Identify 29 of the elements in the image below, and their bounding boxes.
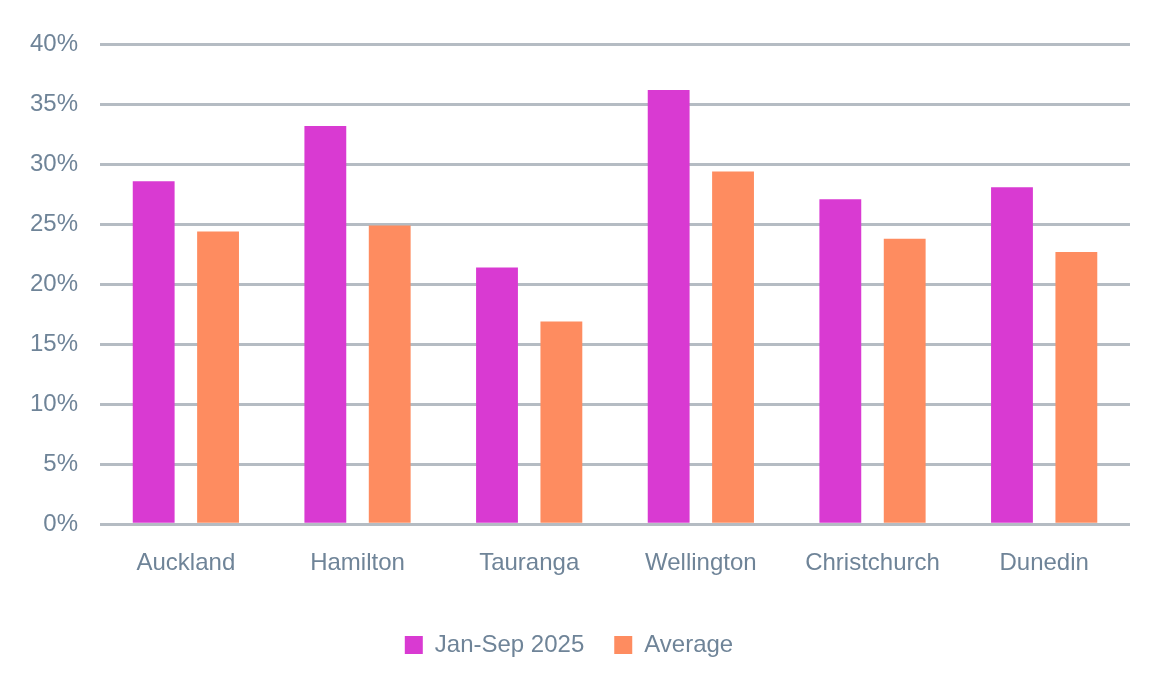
bar (712, 171, 754, 523)
y-tick-label: 10% (29, 388, 79, 416)
bar (883, 238, 926, 523)
x-tick-label: Hamilton (310, 548, 405, 576)
bar (368, 225, 411, 523)
x-tick-label: Wellington (645, 548, 757, 576)
y-tick-label: 0% (43, 508, 79, 536)
y-tick-label: 15% (29, 328, 79, 356)
legend-label: Jan-Sep 2025 (434, 629, 585, 657)
y-tick-label: 30% (29, 148, 79, 176)
x-tick-label: Auckland (136, 548, 236, 576)
y-tick-label: 40% (29, 29, 79, 57)
bar (304, 125, 347, 523)
y-tick-label: 25% (29, 208, 79, 236)
bar (647, 89, 690, 523)
bar (1055, 251, 1098, 523)
bar (132, 181, 175, 523)
y-tick-label: 20% (29, 268, 79, 296)
x-tick-label: Tauranga (479, 548, 580, 576)
y-tick-label: 5% (43, 448, 79, 476)
bar (991, 187, 1033, 523)
bar (540, 321, 583, 523)
bar (819, 199, 862, 523)
x-tick-label: Dunedin (999, 548, 1089, 576)
y-tick-label: 35% (29, 89, 79, 116)
legend-label: Average (644, 629, 734, 657)
bar (197, 231, 239, 523)
bar (476, 267, 518, 523)
x-tick-label: Christchurch (805, 548, 940, 576)
